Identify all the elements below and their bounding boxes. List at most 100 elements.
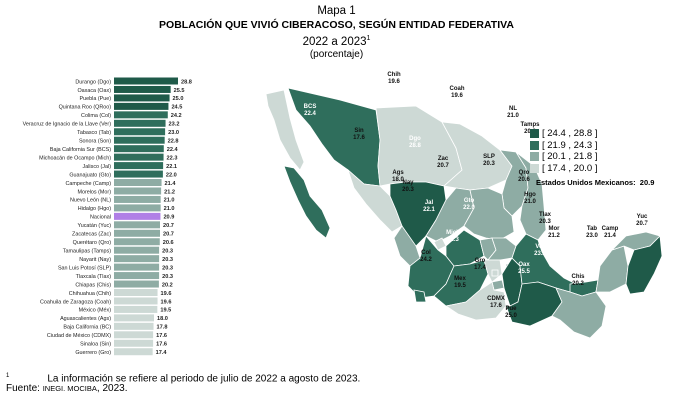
bar-value-label: 22.1 [166, 164, 177, 170]
state-value-label: 17.4 [474, 265, 486, 271]
bar-value-label: 17.6 [156, 342, 167, 348]
bar [114, 128, 166, 136]
footnote: 1 La información se refiere al periodo de… [6, 370, 360, 385]
bar-value-label: 18.0 [157, 316, 168, 322]
source-year: , 2023. [96, 383, 128, 394]
state-qroo [625, 235, 663, 295]
state-value-label: 20.7 [437, 163, 449, 169]
state-abbr-label: Pue [505, 306, 517, 312]
bar-chart: Durango (Dgo) 28.8 Oaxaca (Oax) 25.5 Puebla … [23, 77, 192, 356]
legend-item: [ 24.4 , 28.8 ] [530, 128, 597, 139]
state-value-label: 19.5 [454, 283, 466, 289]
state-abbr-label: Col [421, 250, 431, 256]
bar [114, 136, 165, 144]
bar-category-label: Hidalgo (Hgo) [78, 206, 111, 212]
bar-value-label: 20.9 [163, 215, 174, 221]
state-abbr-label: NL [509, 106, 517, 112]
bar [114, 280, 159, 288]
state-abbr-label: CDMX [487, 296, 505, 302]
state-gto [445, 229, 485, 267]
bar-category-label: Durango (Dgo) [75, 79, 111, 85]
state-abbr-label: Mor [549, 226, 561, 232]
mexico-map: BC17.8Son22.8Chih19.6Coah19.6BCS22.4Sin1… [265, 70, 663, 339]
bar-value-label: 17.6 [156, 333, 167, 339]
state-abbr-label: Gto [464, 198, 475, 204]
state-value-label: 23.2 [534, 251, 546, 257]
bar-category-label: Chihuahua (Chih) [69, 291, 111, 297]
state-abbr-label: Mex [454, 276, 466, 282]
bar-category-label: México (Méx) [79, 308, 112, 314]
state-abbr-label: Mich [446, 230, 460, 236]
bar [114, 102, 169, 110]
state-value-label: 21.0 [507, 113, 519, 119]
legend-swatch [530, 152, 539, 161]
legend-swatch [530, 163, 539, 173]
state-value-label: 20.7 [636, 221, 648, 227]
national-total-value: 20.9 [639, 178, 655, 187]
state-slp [463, 187, 515, 241]
bar-category-label: Tlaxcala (Tlax) [76, 274, 112, 280]
bar [114, 263, 160, 271]
bar [114, 77, 178, 85]
bar-category-label: Nuevo León (NL) [70, 198, 111, 204]
source: Fuente: INEGI. MOCIBA, 2023. [6, 383, 127, 394]
bar-value-label: 22.0 [166, 172, 177, 178]
bar-value-label: 25.0 [173, 96, 184, 102]
bar-value-label: 21.4 [165, 181, 177, 187]
state-value-label: 24.2 [420, 257, 432, 263]
map-label: Mapa 1 [317, 5, 356, 17]
bar-value-label: 20.2 [162, 282, 173, 288]
state-abbr-label: Tlax [539, 212, 552, 218]
state-abbr-label: Chis [571, 274, 585, 280]
bar [114, 145, 164, 153]
state-abbr-label: QRoo [646, 222, 663, 228]
state-son [287, 87, 381, 187]
title-block: Mapa 1 POBLACIÓN QUE VIVIÓ CIBERACOSO, S… [0, 4, 673, 61]
source-org: INEGI. MOCIBA [42, 384, 97, 393]
bar-value-label: 20.7 [163, 223, 174, 229]
national-total: Estados Unidos Mexicanos: 20.9 [536, 178, 654, 187]
bar-category-label: Yucatán (Yuc) [77, 223, 111, 229]
bar-category-label: Colima (Col) [81, 113, 111, 119]
bar-category-label: Guerrero (Gro) [75, 350, 111, 356]
bar-value-label: 24.2 [171, 113, 182, 119]
bar-category-label: Aguascalientes (Ags) [60, 316, 111, 322]
state-abbr-label: Dgo [409, 136, 421, 142]
bar [114, 85, 171, 93]
state-abbr-label: Tab [587, 226, 598, 232]
bar [114, 272, 160, 280]
bar-value-label: 17.4 [156, 350, 168, 356]
state-value-label: 21.0 [524, 199, 536, 205]
bar-category-label: Tamaulipas (Tamps) [63, 249, 111, 255]
bar-category-label: Querétaro (Qro) [73, 240, 112, 246]
bar [114, 212, 161, 220]
state-value-label: 21.4 [604, 233, 616, 239]
state-camp [595, 245, 629, 293]
bar-category-label: Tabasco (Tab) [77, 130, 111, 136]
state-value-label: 25.5 [518, 269, 530, 275]
bar-value-label: 20.3 [162, 257, 173, 263]
state-value-label: 21.2 [548, 233, 560, 239]
bar-value-label: 20.3 [162, 265, 173, 271]
bar-value-label: 22.3 [167, 155, 178, 161]
bar-value-label: 24.5 [171, 105, 182, 111]
state-cdmx [491, 269, 499, 277]
state-value-label: 22.8 [340, 73, 352, 79]
state-abbr-label: Zac [438, 156, 449, 162]
state-abbr-label: Coah [450, 86, 465, 92]
bar-category-label: Veracruz de Ignacio de la Llave (Ver) [23, 122, 112, 128]
state-gro [444, 281, 507, 321]
state-value-label: 23.0 [586, 233, 598, 239]
bar [114, 255, 160, 263]
bar-category-label: Sinaloa (Sin) [80, 342, 111, 348]
bar [114, 170, 163, 178]
state-abbr-label: Chih [387, 72, 401, 78]
bar-category-label: Nayarit (Nay) [79, 257, 111, 263]
state-abbr-label: Tamps [521, 122, 541, 128]
national-total-label: Estados Unidos Mexicanos: [536, 178, 636, 187]
bar-value-label: 21.2 [164, 189, 175, 195]
bar-value-label: 19.6 [161, 299, 172, 305]
legend: [ 24.4 , 28.8 ] [ 21.9 , 24.3 ] [ 20.1 ,… [530, 128, 597, 174]
bar-value-label: 22.8 [168, 139, 179, 145]
bar [114, 322, 154, 330]
